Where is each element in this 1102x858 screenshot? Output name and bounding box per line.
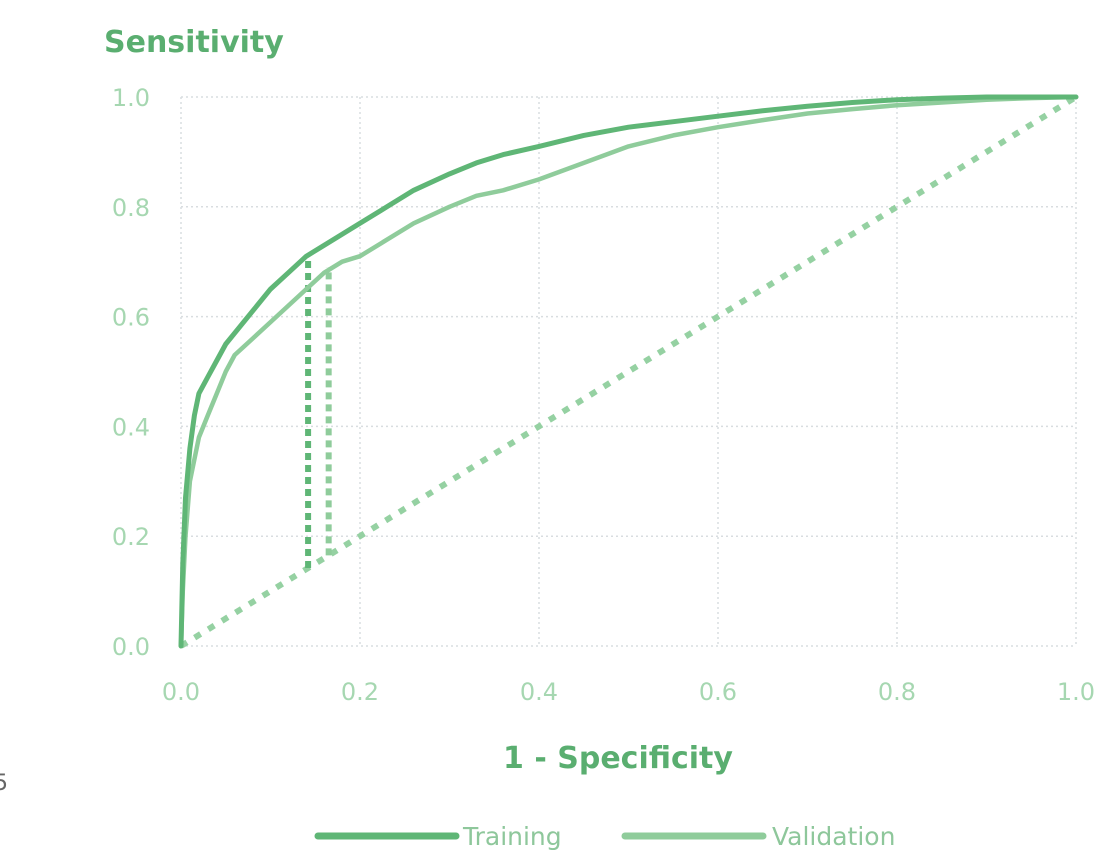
cutoff-markers: [305, 256, 332, 569]
tick-labels: 0.0 0.2 0.4 0.6 0.8 1.0 0.0 0.2 0.4 0.6 0.8 1.0: [112, 84, 1095, 706]
y-tick-label: 1.0: [112, 84, 150, 112]
legend-label-training: Training: [462, 822, 562, 851]
x-tick-label: 0.4: [520, 678, 558, 706]
series-line-training: [178, 94, 1079, 649]
series-lines: [178, 94, 1079, 649]
x-tick-label: 0.8: [878, 678, 916, 706]
x-axis-title: 1 - Specificity: [503, 741, 733, 776]
x-tick-label: 0.6: [699, 678, 737, 706]
edge-text: 5: [0, 771, 8, 796]
chance-line: [179, 94, 1078, 649]
legend-label-validation: Validation: [772, 822, 895, 851]
x-tick-label: 1.0: [1057, 678, 1095, 706]
series-line-validation: [178, 94, 1079, 649]
x-tick-label: 0.0: [162, 678, 200, 706]
y-axis-title: Sensitivity: [104, 25, 284, 60]
x-tick-label: 0.2: [341, 678, 379, 706]
y-tick-label: 0.6: [112, 304, 150, 332]
legend: Training Validation: [314, 822, 895, 851]
y-tick-label: 0.2: [112, 523, 150, 551]
y-tick-label: 0.8: [112, 194, 150, 222]
y-tick-label: 0.0: [112, 633, 150, 661]
y-tick-label: 0.4: [112, 413, 150, 441]
